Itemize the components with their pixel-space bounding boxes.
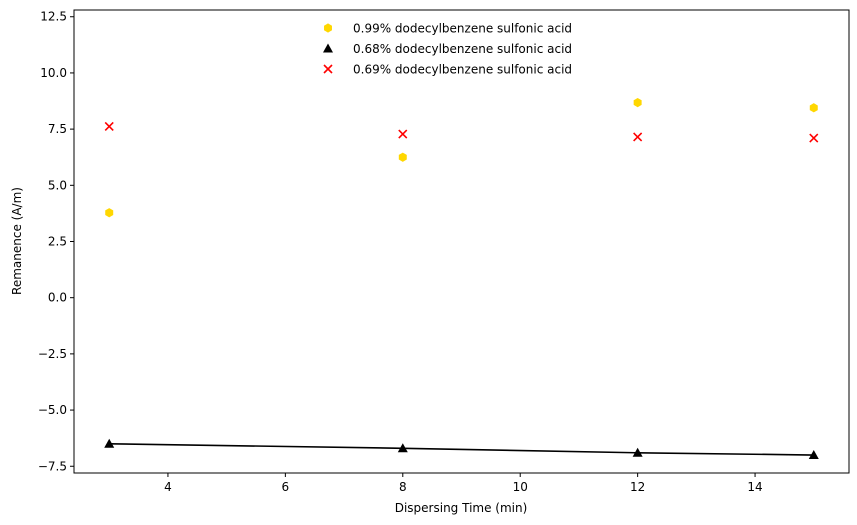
y-axis-label: Remanence (A/m) [10, 187, 24, 295]
data-point [633, 98, 642, 108]
x-tick-label: 10 [513, 480, 528, 494]
legend: 0.99% dodecylbenzene sulfonic acid 0.68% … [323, 22, 572, 77]
x-axis-label: Dispersing Time (min) [395, 501, 528, 515]
data-point [104, 121, 114, 131]
legend-marker [323, 64, 333, 74]
y-tick-label: 7.5 [48, 122, 67, 136]
plot-area: 4 6 8 10 12 14 −7.5 −5.0 −2.5 0.0 2.5 5.0 7.5 10.0 12.… [38, 9, 850, 494]
x-tick-label: 8 [399, 480, 407, 494]
y-tick-label: −7.5 [38, 459, 67, 473]
legend-marker [324, 23, 332, 33]
plot-frame [73, 9, 850, 474]
series-line [109, 442, 814, 456]
y-tick-label: 12.5 [40, 10, 67, 24]
data-point [632, 447, 643, 457]
data-point [105, 208, 114, 218]
data-point [104, 438, 115, 448]
legend-label: 0.69% dodecylbenzene sulfonic acid [353, 63, 572, 77]
y-tick-label: −2.5 [38, 347, 67, 361]
y-tick-label: 5.0 [48, 178, 67, 192]
data-point [398, 152, 407, 162]
data-point [808, 450, 819, 460]
x-tick-label: 4 [164, 480, 172, 494]
y-tick-label: 0.0 [48, 291, 67, 305]
data-point [397, 443, 408, 453]
data-point [398, 129, 408, 139]
y-tick-label: 2.5 [48, 235, 67, 249]
x-tick-label: 12 [630, 480, 645, 494]
legend-marker [323, 43, 333, 53]
legend-label: 0.99% dodecylbenzene sulfonic acid [353, 22, 572, 36]
data-point [633, 132, 643, 142]
legend-label: 0.68% dodecylbenzene sulfonic acid [353, 42, 572, 56]
x-tick-label: 6 [282, 480, 290, 494]
y-tick-label: 10.0 [40, 66, 67, 80]
data-point [809, 103, 818, 113]
y-tick-label: −5.0 [38, 403, 67, 417]
x-tick-label: 14 [747, 480, 762, 494]
data-point [809, 133, 819, 143]
